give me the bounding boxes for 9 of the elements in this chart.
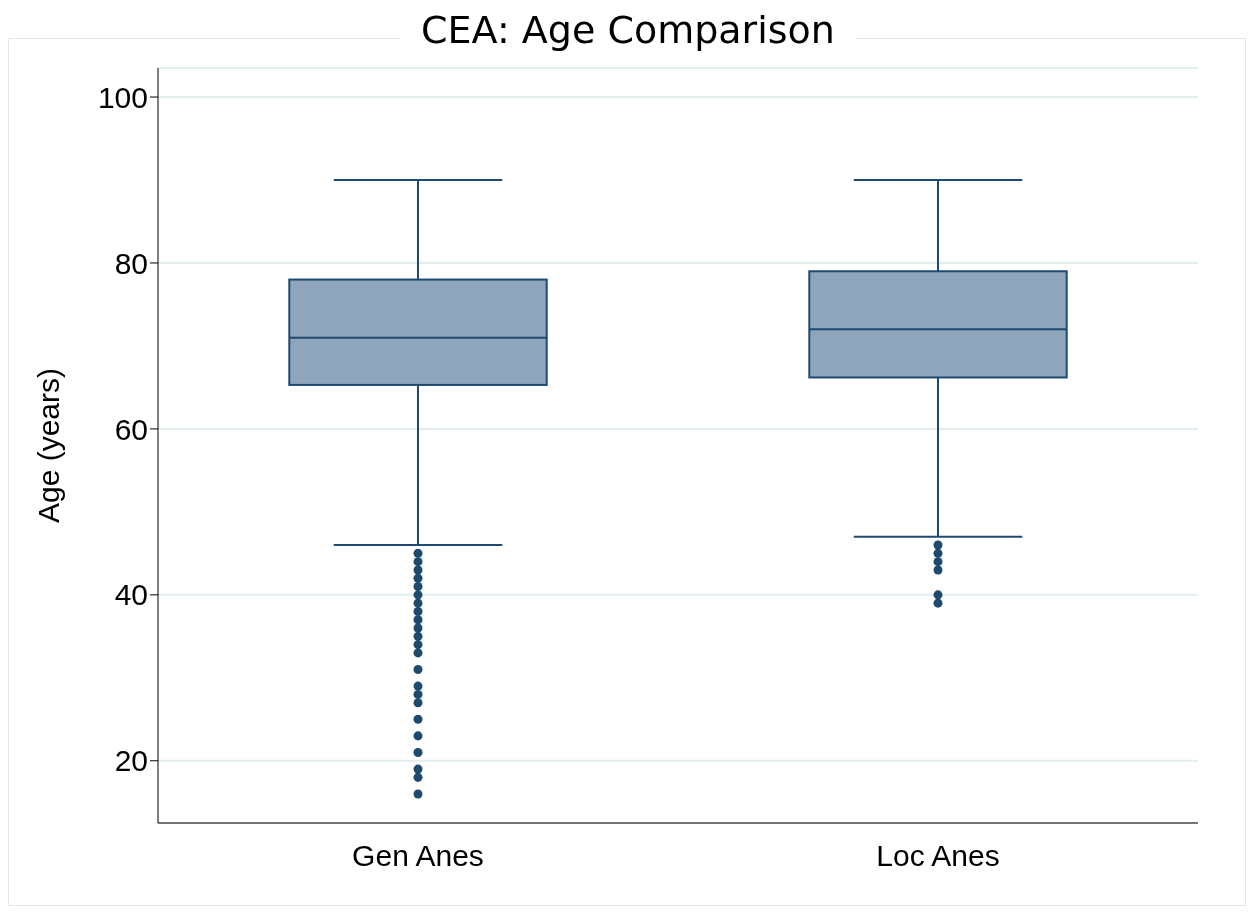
- y-tick-label: 80: [114, 246, 148, 280]
- x-tick-label: Gen Anes: [352, 839, 484, 873]
- y-tick-label: 60: [114, 412, 148, 446]
- y-tick-label: 20: [114, 744, 148, 778]
- chart-title: CEA: Age Comparison: [401, 8, 855, 52]
- y-tick-label: 100: [97, 80, 148, 114]
- y-axis-title: Age (years): [31, 367, 65, 524]
- y-tick-label: 40: [114, 578, 148, 612]
- x-tick-label: Loc Anes: [876, 839, 1000, 873]
